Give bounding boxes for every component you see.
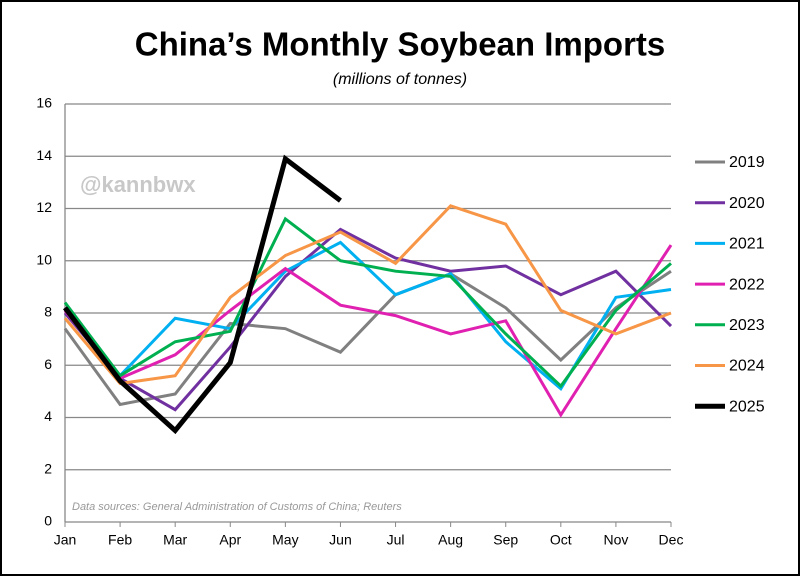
legend-label: 2021 xyxy=(729,236,765,253)
series-line xyxy=(63,154,342,435)
legend-label: 2023 xyxy=(729,317,765,334)
y-tick-label: 10 xyxy=(36,251,52,267)
chart-title: China’s Monthly Soybean Imports xyxy=(135,26,666,63)
legend-label: 2019 xyxy=(729,154,765,171)
legend-label: 2020 xyxy=(729,195,765,212)
x-tick-label: Aug xyxy=(438,532,463,548)
y-tick-label: 8 xyxy=(44,304,52,320)
legend-label: 2025 xyxy=(729,398,765,415)
y-tick-label: 4 xyxy=(44,408,52,424)
y-tick-label: 16 xyxy=(36,95,52,111)
x-tick-label: Sep xyxy=(493,532,518,548)
watermark: @kannbwx xyxy=(80,172,196,197)
legend-label: 2022 xyxy=(729,276,765,293)
x-tick-label: Jan xyxy=(54,532,77,548)
x-tick-label: Dec xyxy=(659,532,684,548)
source-note: Data sources: General Administration of … xyxy=(72,501,402,513)
series-line xyxy=(63,244,673,418)
x-tick-label: Mar xyxy=(163,532,187,548)
x-tick-label: May xyxy=(272,532,298,548)
series-line xyxy=(63,227,673,412)
y-tick-label: 6 xyxy=(44,356,52,372)
x-tick-label: Nov xyxy=(603,532,628,548)
y-tick-label: 2 xyxy=(44,460,52,476)
x-tick-label: Feb xyxy=(108,532,132,548)
x-tick-label: Jun xyxy=(329,532,352,548)
x-tick-label: Oct xyxy=(550,532,572,548)
y-tick-label: 0 xyxy=(44,513,52,529)
y-tick-label: 14 xyxy=(36,147,52,163)
series-line xyxy=(63,204,672,386)
series-line xyxy=(63,216,672,389)
x-tick-label: Apr xyxy=(219,532,241,548)
series-line xyxy=(63,269,672,407)
x-tick-label: Jul xyxy=(387,532,405,548)
chart-subtitle: (millions of tonnes) xyxy=(333,71,467,88)
y-tick-label: 12 xyxy=(36,199,52,215)
legend-label: 2024 xyxy=(729,358,765,375)
